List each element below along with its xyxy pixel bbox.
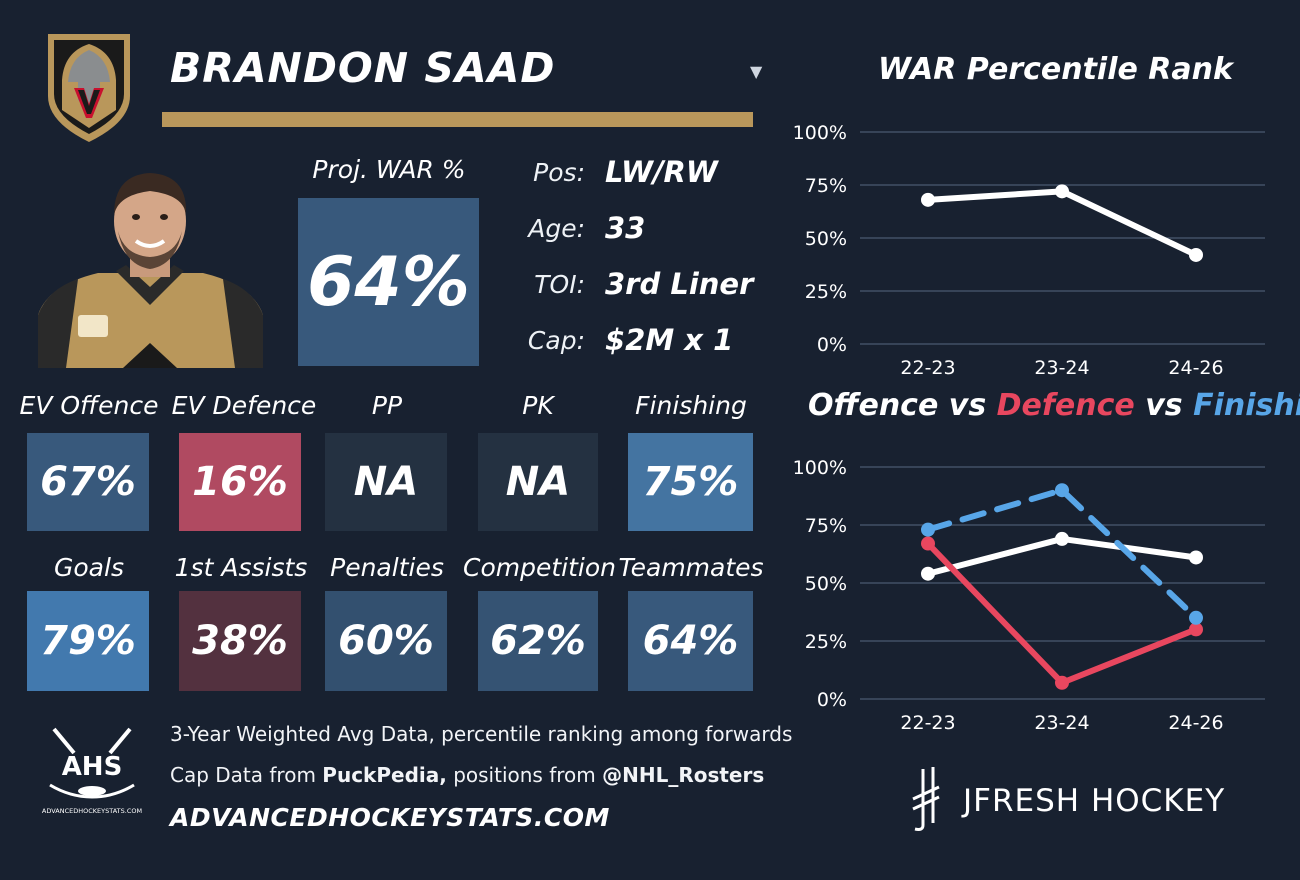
ovd-chart-finishing-point	[1189, 610, 1203, 625]
metric-value-finishing: 75%	[628, 433, 753, 531]
proj-war-label: Proj. WAR %	[312, 155, 466, 184]
footer-methodology: 3-Year Weighted Avg Data, percentile ran…	[170, 722, 793, 746]
metric-label-ev-offence: EV Offence	[19, 391, 159, 420]
ovd-chart-ytick-label: 100%	[793, 457, 847, 479]
metric-label-pk: PK	[522, 391, 554, 420]
jfresh-hockey-logo: JFRESH HOCKEY	[905, 765, 1285, 835]
ovd-title-vs-2: vs	[1134, 388, 1194, 423]
footer-source-nhl-rosters[interactable]: @NHL_Rosters	[602, 763, 765, 787]
metric-value-teammates: 64%	[628, 591, 753, 691]
metric-label-teammates: Teammates	[618, 553, 764, 582]
metric-value-penalties: 60%	[325, 591, 447, 691]
position-label: Pos:	[533, 157, 585, 187]
metric-value-goals: 79%	[27, 591, 149, 691]
proj-war-value: 64%	[298, 198, 479, 366]
metric-label-pp: PP	[371, 391, 403, 420]
metric-label-first-assists: 1st Assists	[174, 553, 308, 582]
player-name: BRANDON SAAD	[170, 44, 556, 92]
war-chart-ytick-label: 25%	[805, 281, 847, 303]
ovd-chart-defence-point	[1189, 622, 1203, 637]
war-chart-title: WAR Percentile Rank	[878, 52, 1233, 87]
chevron-down-icon[interactable]: ▼	[750, 62, 763, 81]
ovd-chart-offence-point	[1189, 550, 1203, 565]
ovd-title-vs-1: vs	[938, 388, 997, 423]
war-percentile-chart: 100% 75% 50% 25% 0% 22-23 23-24 24-26	[793, 122, 1265, 379]
toi-row: TOI: 3rd Liner	[515, 264, 785, 304]
footer-sources: Cap Data from PuckPedia, positions from …	[170, 763, 764, 787]
ovd-chart-defence-point	[921, 536, 935, 551]
metric-label-competition: Competition	[463, 553, 616, 582]
war-chart-ytick-label: 100%	[793, 122, 847, 144]
metric-label-ev-defence: EV Defence	[171, 391, 317, 420]
war-chart-series-point	[921, 192, 935, 207]
age-value: 33	[605, 211, 646, 245]
metric-value-pp: NA	[325, 433, 447, 531]
offence-defence-finishing-chart: 100% 75% 50% 25% 0% 22-23 23-24 24-26	[793, 457, 1265, 734]
footer-source-puckpedia[interactable]: PuckPedia,	[322, 763, 447, 787]
ovd-chart-ytick-label: 75%	[805, 515, 847, 537]
title-underline	[162, 112, 753, 127]
cap-value: $2M x 1	[605, 323, 734, 357]
ovd-chart-offence-point	[1055, 531, 1069, 546]
war-chart-ytick-label: 0%	[817, 334, 847, 356]
ovd-chart-ytick-label: 0%	[817, 689, 847, 711]
ahs-logo-text: AHS	[62, 752, 123, 782]
ovd-chart-finishing-point	[1055, 483, 1069, 498]
jfresh-brand-text: JFRESH HOCKEY	[961, 783, 1225, 819]
position-value: LW/RW	[605, 155, 718, 189]
ovd-chart-finishing-line	[925, 487, 1199, 621]
ovd-chart-ytick-label: 50%	[805, 573, 847, 595]
metric-value-pk: NA	[478, 433, 598, 531]
position-row: Pos: LW/RW	[515, 152, 785, 192]
metric-value-first-assists: 38%	[179, 591, 301, 691]
war-chart-xtick-label: 23-24	[1034, 357, 1089, 379]
footer-cap-prefix: Cap Data from	[170, 763, 323, 787]
ovd-chart-defence-point	[1055, 675, 1069, 690]
toi-label: TOI:	[534, 269, 585, 299]
ovd-title-defence: Defence	[996, 388, 1135, 423]
metric-label-penalties: Penalties	[330, 553, 444, 582]
war-chart-xtick-label: 22-23	[900, 357, 955, 379]
cap-label: Cap:	[527, 325, 585, 355]
war-chart-xtick-label: 24-26	[1168, 357, 1223, 379]
metric-value-ev-offence: 67%	[27, 433, 149, 531]
team-logo-icon	[44, 30, 134, 145]
ovd-chart-xtick-label: 22-23	[900, 712, 955, 734]
ovd-chart-title: Offence vs Defence vs Finishing	[808, 388, 1300, 423]
ovd-title-finishing: Finishing	[1193, 388, 1300, 423]
war-chart-series-point	[1189, 247, 1203, 262]
ahs-logo: AHS ADVANCEDHOCKEYSTATS.COM	[40, 725, 144, 820]
war-chart-ytick-label: 50%	[805, 228, 847, 250]
metric-value-competition: 62%	[478, 591, 598, 691]
ovd-chart-finishing-point	[921, 522, 935, 537]
ovd-chart-offence-point	[921, 566, 935, 581]
player-photo	[38, 165, 263, 368]
war-chart-series-point	[1055, 184, 1069, 199]
footer-positions-text: positions from	[446, 763, 603, 787]
ovd-title-offence: Offence	[808, 388, 939, 423]
ovd-chart-xtick-label: 24-26	[1168, 712, 1223, 734]
war-chart-ytick-label: 75%	[805, 175, 847, 197]
metric-label-finishing: Finishing	[635, 391, 747, 420]
metric-value-ev-defence: 16%	[179, 433, 301, 531]
cap-row: Cap: $2M x 1	[515, 320, 785, 360]
war-chart-series-line	[925, 188, 1199, 258]
metric-label-goals: Goals	[54, 553, 124, 582]
age-row: Age: 33	[515, 208, 785, 248]
footer-site-link[interactable]: ADVANCEDHOCKEYSTATS.COM	[170, 803, 610, 832]
toi-value: 3rd Liner	[605, 267, 754, 301]
age-label: Age:	[528, 213, 585, 243]
ovd-chart-xtick-label: 23-24	[1034, 712, 1089, 734]
ovd-chart-ytick-label: 25%	[805, 631, 847, 653]
ahs-logo-small-text: ADVANCEDHOCKEYSTATS.COM	[42, 807, 142, 815]
